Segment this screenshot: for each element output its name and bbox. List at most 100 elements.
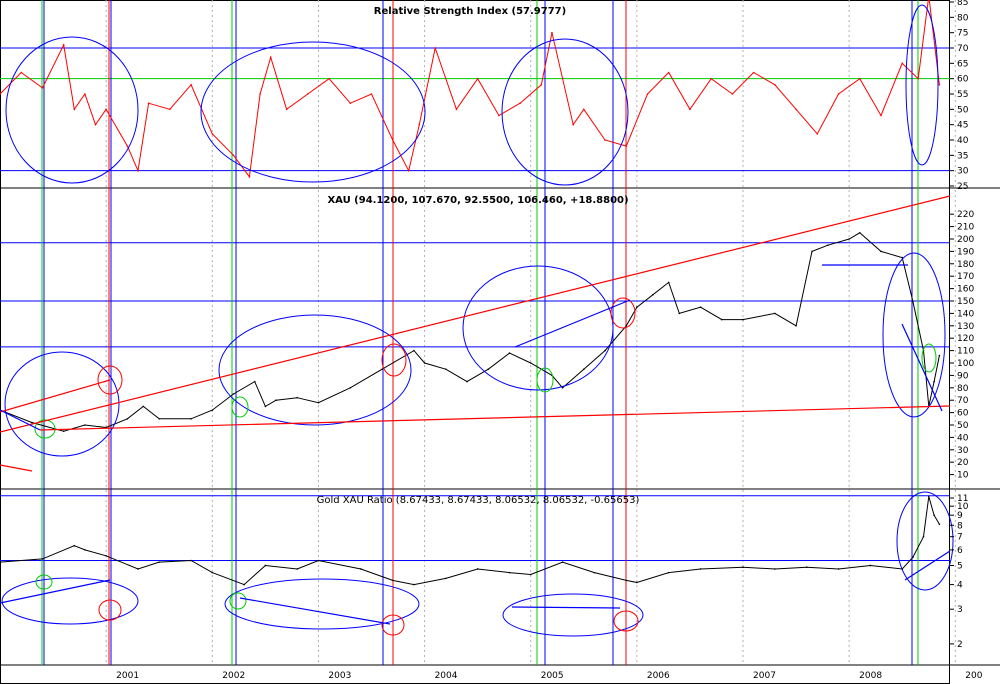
data-point: [805, 566, 808, 569]
data-point: [487, 368, 490, 371]
y-tick-label: 40: [957, 136, 969, 146]
y-tick-label: 120: [957, 334, 974, 344]
data-point: [211, 409, 214, 411]
data-point: [651, 294, 654, 296]
data-point: [917, 77, 919, 80]
data-point: [73, 108, 76, 111]
annotation-ellipse: [501, 38, 629, 186]
annotation-overlays: [0, 4, 954, 637]
rsi-title: Relative Strength Index (57.9777): [374, 6, 566, 17]
data-point: [62, 44, 65, 46]
annotation-ellipse: [905, 4, 939, 166]
data-point: [466, 380, 468, 383]
y-tick-label: 10: [957, 502, 969, 512]
data-point: [604, 139, 606, 141]
data-point: [593, 571, 596, 574]
y-tick-label: 11: [957, 494, 968, 504]
annotation-ellipse: [218, 314, 412, 426]
xau-title: XAU (94.1200, 107.670, 92.5500, 106.460,…: [327, 195, 628, 206]
y-tick-label: 7: [957, 533, 963, 543]
data-point: [413, 583, 415, 586]
data-point: [742, 318, 744, 321]
data-point: [423, 362, 426, 364]
y-tick-label: 35: [957, 151, 968, 161]
reference-lines: [0, 47, 950, 561]
data-point: [529, 362, 532, 364]
data-point: [646, 93, 649, 95]
data-point: [84, 549, 86, 551]
data-point: [73, 544, 76, 547]
y-tick-label: 50: [957, 105, 969, 115]
y-tick-label: 75: [957, 29, 968, 39]
annotation-ellipse: [536, 367, 554, 393]
data-point: [869, 564, 872, 567]
y-tick-label: 90: [957, 371, 969, 381]
data-point: [84, 424, 86, 426]
annotation-ellipse: [381, 614, 405, 636]
data-point: [407, 169, 410, 172]
data-point: [20, 71, 23, 74]
trend-line: [511, 606, 621, 609]
y-tick-label: 100: [957, 359, 974, 369]
data-point: [259, 93, 261, 95]
data-point: [667, 571, 670, 574]
data-point: [625, 325, 628, 327]
data-point: [455, 108, 458, 111]
data-point: [912, 556, 914, 559]
data-point: [636, 581, 638, 584]
data-point: [158, 561, 161, 563]
data-point: [912, 300, 914, 302]
data-point: [561, 561, 564, 563]
data-point: [933, 380, 935, 383]
annotation-ellipse: [613, 610, 639, 632]
data-point: [667, 71, 670, 74]
annotation-ellipse: [4, 351, 120, 457]
data-point: [434, 47, 436, 49]
y-tick-label: 200: [957, 235, 974, 245]
data-point: [476, 568, 479, 570]
data-point: [41, 558, 44, 560]
data-point: [551, 31, 553, 34]
data-point: [296, 568, 299, 570]
data-point: [699, 568, 702, 570]
data-point: [938, 84, 941, 86]
data-point: [774, 312, 776, 315]
data-point: [391, 139, 394, 141]
y-tick-label: 70: [957, 396, 969, 406]
x-tick-label: 2004: [435, 671, 458, 681]
y-tick-label: 150: [957, 297, 974, 307]
data-point: [328, 77, 330, 80]
data-point: [94, 123, 97, 126]
y-tick-label: 2: [957, 640, 963, 650]
y-tick-label: 55: [957, 90, 968, 100]
data-point: [858, 77, 861, 80]
annotation-ellipse: [610, 297, 636, 329]
data-point: [752, 71, 755, 74]
data-point: [816, 133, 819, 135]
rsi-line: [0, 0, 940, 179]
y-tick-label: 8: [957, 521, 963, 531]
data-point: [307, 93, 309, 95]
data-point: [211, 133, 214, 135]
data-point: [232, 154, 235, 157]
y-tick-label: 25: [957, 182, 968, 192]
y-tick-label: 180: [957, 260, 974, 270]
data-point: [147, 102, 150, 104]
annotation-ellipse: [98, 599, 122, 621]
y-tick-label: 80: [957, 384, 969, 394]
y-tick-label: 130: [957, 322, 974, 332]
data-point: [275, 399, 277, 402]
trend-line: [901, 323, 943, 412]
annotation-ellipse: [381, 343, 407, 377]
y-tick-label: 140: [957, 309, 974, 319]
data-point: [190, 84, 192, 86]
y-tick-label: 9: [957, 511, 963, 521]
data-point: [105, 108, 107, 111]
axis-ticks: 2001 2002 2003 2004 2005 2006 2007 2008 20025303…: [116, 0, 983, 681]
data-point: [31, 421, 33, 424]
data-point: [296, 396, 299, 399]
data-point: [211, 571, 214, 574]
data-point: [126, 145, 129, 147]
data-point: [0, 561, 1, 563]
